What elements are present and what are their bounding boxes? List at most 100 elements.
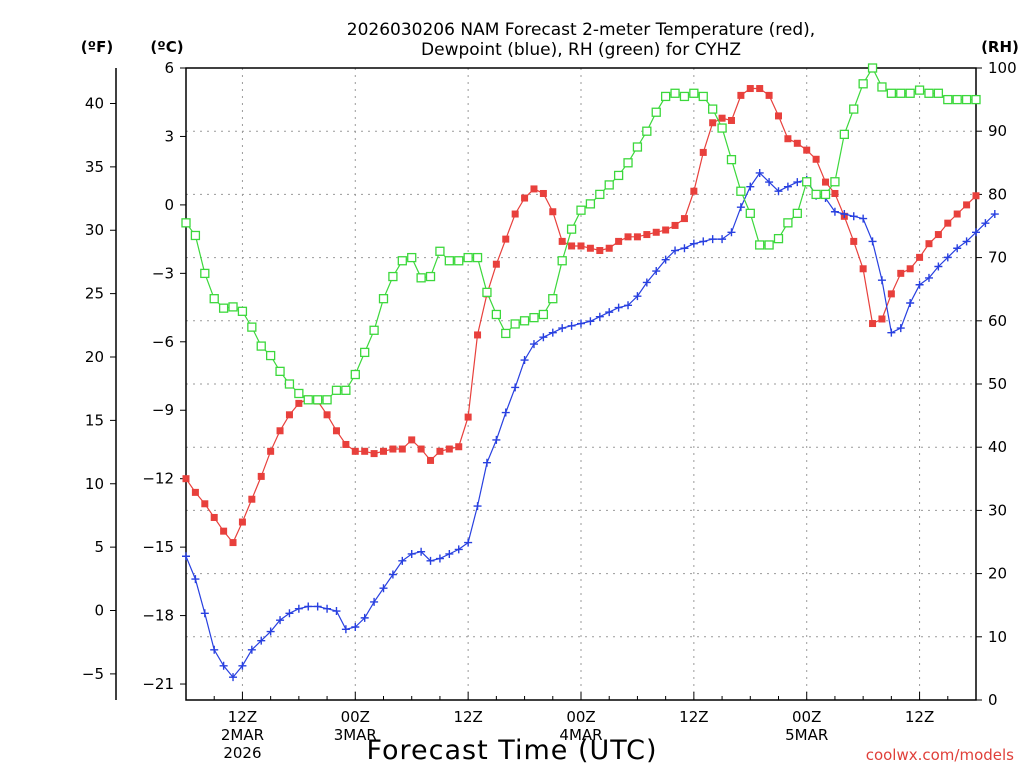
dewpoint-point (934, 262, 943, 271)
temperature-point (370, 450, 378, 458)
rh-series (181, 63, 981, 405)
x-axis-title: Forecast Time (UTC) (366, 735, 657, 766)
dewpoint-point (341, 625, 350, 634)
dewpoint-point (943, 253, 952, 262)
rh-point (529, 312, 539, 323)
dewpoint-point (877, 276, 886, 285)
rh-point (284, 379, 295, 389)
rh-point (237, 306, 248, 316)
rh-point (463, 252, 473, 263)
rh-point (181, 218, 191, 228)
rh-point (632, 142, 643, 152)
dewpoint-point (849, 212, 858, 221)
rh-point (294, 388, 304, 399)
temperature-point (351, 447, 359, 455)
rh-point (397, 256, 407, 266)
dewpoint-point (661, 255, 670, 264)
rh-point (265, 350, 276, 361)
rh-point (877, 82, 887, 92)
rh-point (256, 341, 266, 351)
fahrenheit-tick-label: 15 (85, 411, 104, 429)
dewpoint-point (755, 168, 764, 177)
dewpoint-point (774, 187, 783, 196)
rh-tick-label: 60 (988, 312, 1007, 330)
rh-point (444, 256, 454, 266)
temperature-point (342, 440, 350, 448)
fahrenheit-tick-label: 25 (85, 285, 104, 303)
temperature-point (332, 427, 340, 435)
fahrenheit-tick-label: 35 (85, 158, 104, 176)
rh-tick-label: 40 (988, 438, 1007, 456)
rh-tick-label: 70 (988, 249, 1007, 267)
rh-point (407, 252, 417, 263)
rh-point (764, 240, 774, 250)
rh-tick-label: 20 (988, 565, 1007, 583)
temperature-point (408, 436, 416, 444)
rh-point (642, 126, 652, 136)
fahrenheit-tick-label: 0 (94, 602, 104, 620)
unit-celsius-label: (ºC) (150, 38, 183, 56)
rh-point (519, 316, 530, 326)
temperature-point (897, 269, 905, 277)
dewpoint-point (548, 328, 557, 337)
dewpoint-point (990, 210, 999, 219)
rh-point (971, 94, 981, 105)
dewpoint-point (238, 661, 247, 670)
rh-point (849, 104, 859, 114)
rh-tick-label: 100 (988, 59, 1017, 77)
chart-title: 2026030206 NAM Forecast 2-meter Temperat… (347, 20, 815, 40)
celsius-tick-label: −3 (152, 264, 174, 282)
dewpoint-point (765, 178, 774, 187)
rh-point (914, 85, 925, 95)
fahrenheit-tick-label: 5 (94, 538, 104, 556)
temperature-point (822, 178, 830, 186)
dewpoint-point (219, 661, 228, 670)
temperature-point (285, 411, 293, 419)
temperature-point (887, 290, 895, 298)
dewpoint-point (586, 317, 595, 326)
rh-point (886, 88, 897, 98)
dewpoint-point (191, 575, 200, 584)
temperature-point (436, 447, 444, 455)
rh-point (717, 123, 727, 133)
temperature-point (709, 119, 717, 127)
rh-point (802, 177, 812, 187)
dewpoint-point (981, 219, 990, 228)
temperature-point (633, 233, 641, 241)
temperature-point (257, 472, 265, 480)
x-tick-label: 00Z (566, 708, 595, 726)
rh-point (472, 252, 483, 263)
dewpoint-point (370, 597, 379, 606)
rh-point (679, 91, 690, 102)
rh-point (896, 88, 906, 98)
dewpoint-point (229, 673, 238, 682)
rh-tick-label: 0 (988, 691, 998, 709)
rh-point (435, 246, 445, 256)
rh-point (839, 129, 849, 140)
celsius-tick-label: −12 (142, 470, 174, 488)
rh-point (736, 186, 746, 196)
dewpoint-point (652, 267, 661, 276)
rh-point (218, 303, 229, 313)
rh-point (961, 94, 972, 105)
rh-point (708, 104, 718, 114)
rh-point (867, 63, 878, 73)
celsius-tick-label: −9 (152, 401, 174, 419)
temperature-point (690, 187, 698, 195)
rh-point (613, 170, 624, 181)
rh-point (576, 205, 586, 215)
rh-point (557, 256, 567, 266)
dewpoint-point (388, 570, 397, 579)
dewpoint-point (727, 228, 736, 237)
rh-point (388, 271, 398, 282)
rh-point (755, 240, 765, 250)
temperature-point (775, 112, 782, 120)
temperature-point (220, 527, 228, 535)
rh-point (510, 319, 520, 329)
x-tick-label: 12Z (453, 708, 482, 726)
dewpoint-point (896, 324, 905, 333)
dewpoint-point (379, 584, 388, 593)
dewpoint-point (200, 609, 209, 618)
x-tick-label: 12Z (228, 708, 257, 726)
rh-point (783, 218, 793, 228)
